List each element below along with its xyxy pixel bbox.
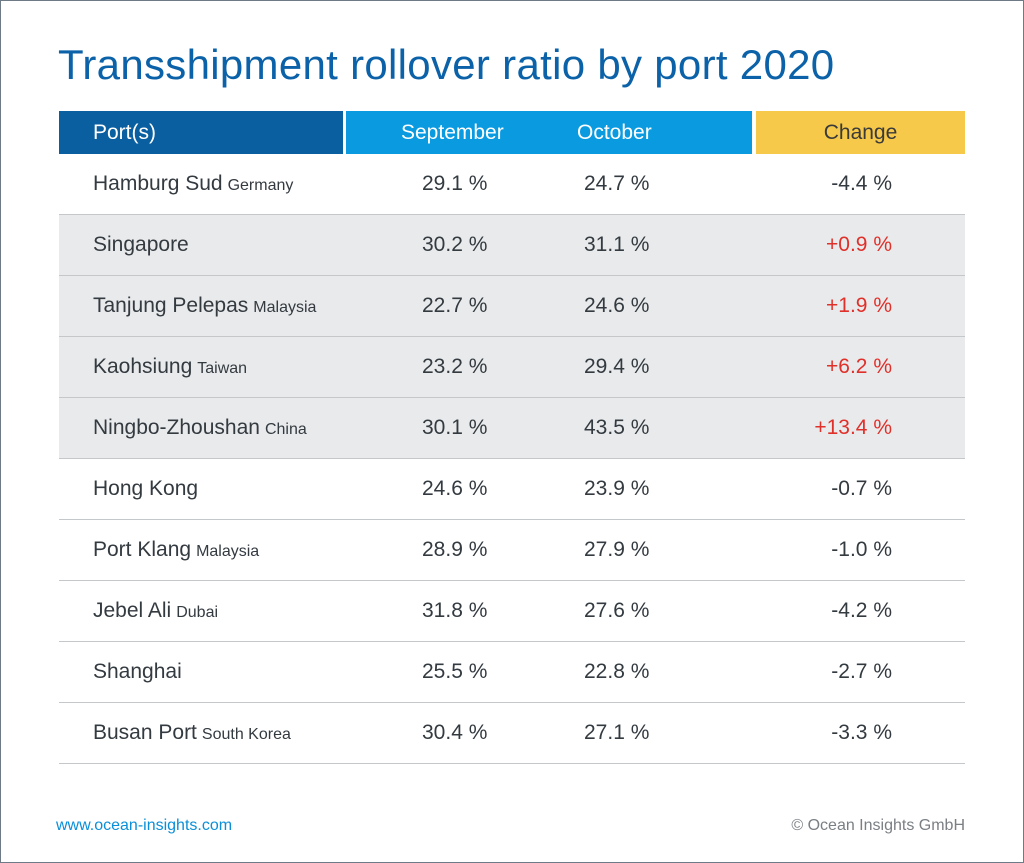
september-value: 29.1 % — [422, 172, 488, 195]
september-value: 22.7 % — [422, 294, 488, 317]
september-value: 24.6 % — [422, 477, 488, 500]
change-value: +13.4 % — [814, 416, 892, 439]
port-cell: Hong Kong — [93, 459, 198, 519]
port-cell: Busan Port South Korea — [93, 703, 291, 765]
change-value: -4.2 % — [831, 599, 892, 622]
october-value: 24.6 % — [584, 294, 650, 317]
port-name: Shanghai — [93, 660, 182, 683]
port-cell: Jebel Ali Dubai — [93, 581, 218, 643]
change-value: -0.7 % — [831, 477, 892, 500]
table-row: Kaohsiung Taiwan 23.2 % 29.4 % +6.2 % — [59, 337, 965, 398]
port-cell: Tanjung Pelepas Malaysia — [93, 276, 316, 338]
port-country: Taiwan — [197, 360, 248, 377]
september-value: 28.9 % — [422, 538, 488, 561]
port-name: Singapore — [93, 233, 189, 256]
table-row: Port Klang Malaysia 28.9 % 27.9 % -1.0 % — [59, 520, 965, 581]
port-country: Malaysia — [253, 299, 317, 316]
copyright-notice: © Ocean Insights GmbH — [791, 817, 965, 834]
table-row: Hamburg Sud Germany 29.1 % 24.7 % -4.4 % — [59, 154, 965, 215]
october-value: 27.1 % — [584, 721, 650, 744]
website-link[interactable]: www.ocean-insights.com — [56, 817, 233, 834]
port-name: Kaohsiung — [93, 355, 193, 378]
table-header: Port(s) September October Change — [59, 111, 965, 154]
change-value: +6.2 % — [826, 355, 892, 378]
change-value: +0.9 % — [826, 233, 892, 256]
table-row: Singapore 30.2 % 31.1 % +0.9 % — [59, 215, 965, 276]
rollover-table: Port(s) September October Change Hamburg… — [59, 111, 965, 764]
table-row: Ningbo-Zhoushan China 30.1 % 43.5 % +13.4 % — [59, 398, 965, 459]
port-cell: Hamburg Sud Germany — [93, 154, 293, 216]
september-value: 25.5 % — [422, 660, 488, 683]
table-row: Tanjung Pelepas Malaysia 22.7 % 24.6 % +1.9 … — [59, 276, 965, 337]
port-cell: Singapore — [93, 215, 189, 275]
table-row: Busan Port South Korea 30.4 % 27.1 % -3.3 % — [59, 703, 965, 764]
october-value: 31.1 % — [584, 233, 650, 256]
table-body: Hamburg Sud Germany 29.1 % 24.7 % -4.4 % Sing… — [59, 154, 965, 764]
change-value: +1.9 % — [826, 294, 892, 317]
change-value: -2.7 % — [831, 660, 892, 683]
header-port: Port(s) — [59, 111, 343, 154]
header-october: October — [577, 121, 652, 144]
table-row: Shanghai 25.5 % 22.8 % -2.7 % — [59, 642, 965, 703]
port-cell: Kaohsiung Taiwan — [93, 337, 247, 399]
port-name: Busan Port — [93, 721, 197, 744]
port-name: Jebel Ali — [93, 599, 172, 622]
october-value: 43.5 % — [584, 416, 650, 439]
port-name: Tanjung Pelepas — [93, 294, 249, 317]
october-value: 24.7 % — [584, 172, 650, 195]
port-country: South Korea — [201, 726, 291, 743]
change-value: -4.4 % — [831, 172, 892, 195]
port-name: Hong Kong — [93, 477, 199, 500]
september-value: 30.1 % — [422, 416, 488, 439]
october-value: 22.8 % — [584, 660, 650, 683]
october-value: 27.9 % — [584, 538, 650, 561]
port-name: Ningbo-Zhoushan — [93, 416, 260, 439]
change-value: -1.0 % — [831, 538, 892, 561]
september-value: 30.2 % — [422, 233, 488, 256]
port-cell: Ningbo-Zhoushan China — [93, 398, 307, 460]
september-value: 30.4 % — [422, 721, 488, 744]
october-value: 29.4 % — [584, 355, 650, 378]
header-months-group: September October — [346, 111, 752, 154]
port-name: Port Klang — [93, 538, 192, 561]
change-value: -3.3 % — [831, 721, 892, 744]
header-september: September — [401, 121, 504, 144]
table-row: Hong Kong 24.6 % 23.9 % -0.7 % — [59, 459, 965, 520]
port-cell: Port Klang Malaysia — [93, 520, 259, 582]
october-value: 27.6 % — [584, 599, 650, 622]
port-country: China — [264, 421, 307, 438]
port-name: Hamburg Sud — [93, 172, 223, 195]
port-country: Malaysia — [196, 543, 260, 560]
table-row: Jebel Ali Dubai 31.8 % 27.6 % -4.2 % — [59, 581, 965, 642]
port-country: Dubai — [176, 604, 219, 621]
september-value: 31.8 % — [422, 599, 488, 622]
september-value: 23.2 % — [422, 355, 488, 378]
port-country: Germany — [227, 177, 294, 194]
port-cell: Shanghai — [93, 642, 182, 702]
october-value: 23.9 % — [584, 477, 650, 500]
header-change: Change — [756, 111, 965, 154]
chart-title: Transshipment rollover ratio by port 202… — [58, 41, 835, 88]
